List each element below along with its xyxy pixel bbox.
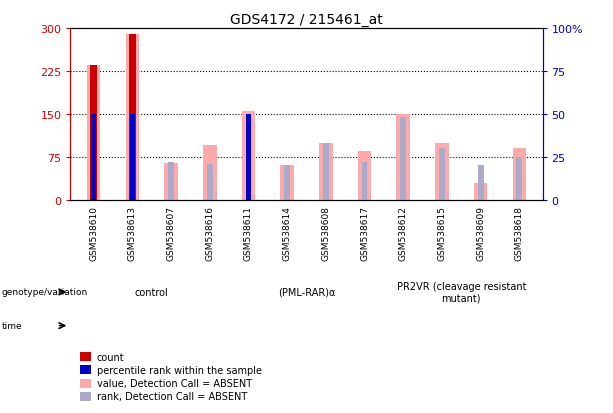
Text: GSM538611: GSM538611 (244, 206, 253, 261)
Bar (130, 114, 135, 200)
Text: 9 hours: 9 hours (480, 321, 520, 331)
Bar (246, 114, 251, 200)
Text: (PML-RAR)α: (PML-RAR)α (278, 287, 335, 297)
Text: GSM538613: GSM538613 (128, 206, 137, 261)
Bar (87, 66, 101, 200)
Text: control: control (135, 287, 169, 297)
Text: 9 hours: 9 hours (326, 321, 365, 331)
Bar (439, 149, 445, 200)
Text: GSM538618: GSM538618 (515, 206, 524, 261)
Bar (90, 66, 97, 200)
Bar (129, 114, 135, 200)
Text: 6 hours: 6 hours (403, 321, 442, 331)
Bar (474, 183, 487, 200)
Text: GSM538607: GSM538607 (167, 206, 175, 261)
Text: GSM538616: GSM538616 (205, 206, 215, 261)
Bar (323, 144, 329, 200)
Bar (129, 35, 136, 200)
Text: time: time (2, 321, 23, 330)
Bar (362, 163, 367, 200)
Text: GSM538615: GSM538615 (438, 206, 446, 261)
Text: percentile rank within the sample: percentile rank within the sample (97, 365, 262, 375)
Text: 9 hours: 9 hours (171, 321, 210, 331)
Bar (397, 114, 410, 200)
Text: GSM538614: GSM538614 (283, 206, 292, 261)
Text: rank, Detection Call = ABSENT: rank, Detection Call = ABSENT (97, 392, 247, 401)
Bar (91, 114, 96, 200)
Bar (435, 143, 449, 200)
Text: GSM538612: GSM538612 (398, 206, 408, 261)
Bar (512, 149, 526, 200)
Text: GSM538608: GSM538608 (321, 206, 330, 261)
Bar (319, 143, 333, 200)
Bar (203, 146, 216, 200)
Bar (280, 166, 294, 200)
Bar (126, 35, 139, 200)
Text: GSM538617: GSM538617 (360, 206, 369, 261)
Bar (400, 118, 406, 200)
Text: GSM538610: GSM538610 (89, 206, 98, 261)
Bar (164, 163, 178, 200)
Text: PR2VR (cleavage resistant
mutant): PR2VR (cleavage resistant mutant) (397, 281, 526, 303)
Bar (284, 166, 290, 200)
Text: genotype/variation: genotype/variation (2, 288, 88, 297)
Bar (246, 137, 251, 200)
Text: GSM538609: GSM538609 (476, 206, 485, 261)
Title: GDS4172 / 215461_at: GDS4172 / 215461_at (230, 12, 383, 26)
Bar (207, 164, 213, 200)
Bar (516, 157, 522, 200)
Text: count: count (97, 352, 124, 362)
Bar (242, 112, 255, 200)
Text: 6 hours: 6 hours (248, 321, 287, 331)
Bar (168, 163, 174, 200)
Bar (478, 166, 484, 200)
Bar (91, 114, 97, 200)
Text: 6 hours: 6 hours (93, 321, 133, 331)
Bar (358, 152, 371, 200)
Text: value, Detection Call = ABSENT: value, Detection Call = ABSENT (97, 378, 252, 388)
